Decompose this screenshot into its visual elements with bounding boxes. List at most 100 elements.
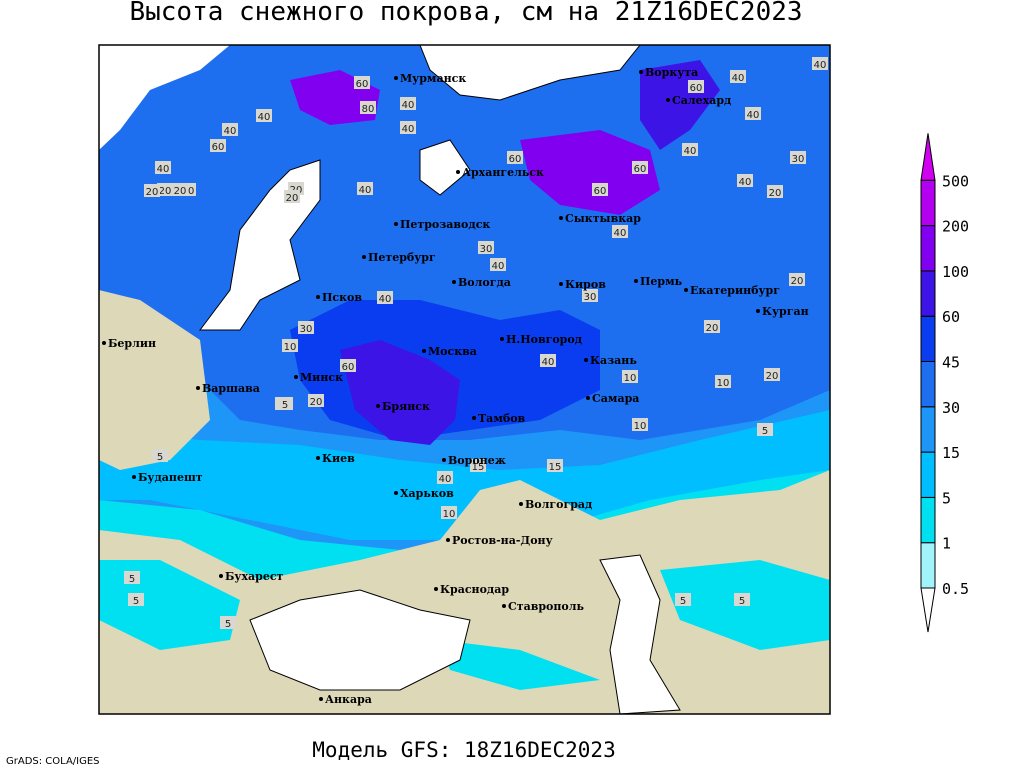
land-no-snow bbox=[99, 290, 210, 470]
contour-label-bg bbox=[592, 183, 608, 196]
city-label: Киев bbox=[322, 452, 355, 465]
contour-label: 40 bbox=[747, 110, 760, 121]
city-dot bbox=[639, 70, 643, 74]
contour-label-bg bbox=[155, 161, 171, 174]
contour-label-bg bbox=[507, 151, 523, 164]
contour-label-bg bbox=[734, 593, 750, 606]
city-dot bbox=[394, 76, 398, 80]
city-label: Тамбов bbox=[478, 412, 526, 425]
city-label: Анкара bbox=[325, 693, 372, 706]
contour-label-bg bbox=[128, 593, 144, 606]
cities: Мурманск Воркута Салехард Архангельск Пе… bbox=[102, 66, 809, 706]
contour-label: 10 bbox=[634, 421, 647, 432]
city-label: Бухарест bbox=[225, 570, 284, 583]
city-label: Харьков bbox=[400, 487, 454, 500]
sea bbox=[419, 139, 471, 196]
city-label: Воркута bbox=[645, 66, 698, 79]
colorbar-label: 200 bbox=[942, 218, 969, 236]
colorbar-segment bbox=[920, 451, 936, 498]
city-dot bbox=[634, 279, 638, 283]
city-label: Курган bbox=[762, 305, 809, 318]
contour-label: 10 bbox=[624, 373, 637, 384]
city-label: Салехард bbox=[672, 94, 731, 107]
city-dot bbox=[316, 456, 320, 460]
contour-label: 20 bbox=[174, 186, 187, 197]
contour-label-bg bbox=[470, 459, 486, 472]
colorbar-segment bbox=[920, 406, 936, 453]
city-label: Сыктывкар bbox=[565, 212, 641, 225]
city-dot bbox=[316, 295, 320, 299]
contour-label: 5 bbox=[762, 426, 768, 437]
snow-area bbox=[440, 640, 600, 690]
contour-label-bg bbox=[441, 506, 457, 519]
city-dot bbox=[500, 337, 504, 341]
city-dot bbox=[442, 458, 446, 462]
contour-label: 40 bbox=[379, 294, 392, 305]
contour-label-bg bbox=[730, 70, 746, 83]
city-dot bbox=[319, 697, 323, 701]
contour-label: 40 bbox=[258, 112, 271, 123]
contour-label-bg bbox=[547, 459, 563, 472]
contour-label-bg bbox=[478, 241, 494, 254]
colorbar-segment bbox=[920, 361, 936, 408]
contour-label-bg bbox=[284, 190, 300, 203]
contour-label-bg bbox=[222, 123, 238, 136]
contour-label-bg bbox=[790, 151, 806, 164]
city-label: Берлин bbox=[108, 337, 156, 350]
city-dot bbox=[196, 386, 200, 390]
colorbar-label: 45 bbox=[942, 354, 960, 372]
contour-label: 20 bbox=[791, 276, 804, 287]
contour-label: 5 bbox=[282, 400, 288, 411]
city-label: Н.Новгород bbox=[506, 333, 582, 346]
contour-label: 20 bbox=[766, 371, 779, 382]
snow-area bbox=[99, 45, 830, 440]
contour-label-bg bbox=[764, 368, 780, 381]
contour-label: 20 bbox=[159, 186, 172, 197]
sea bbox=[419, 44, 642, 101]
snow-area bbox=[340, 340, 460, 445]
contour-label-bg bbox=[632, 161, 648, 174]
city-label: Минск bbox=[300, 371, 343, 384]
contour-label: 20 bbox=[286, 193, 299, 204]
city-label: Брянск bbox=[382, 400, 430, 413]
contour-label: 10 bbox=[717, 378, 730, 389]
colorbar-segment bbox=[920, 270, 936, 317]
colorbar-segment bbox=[920, 179, 936, 227]
colorbar-label: 1 bbox=[942, 535, 951, 553]
city-dot bbox=[362, 255, 366, 259]
city-dot bbox=[219, 574, 223, 578]
contour-label-bg bbox=[715, 375, 731, 388]
contour-label: 30 bbox=[300, 324, 313, 335]
city-label: Казань bbox=[590, 354, 637, 367]
contour-label-bg bbox=[157, 183, 173, 196]
city-dot bbox=[559, 216, 563, 220]
city-dot bbox=[756, 309, 760, 313]
credit: GrADS: COLA/IGES bbox=[6, 756, 100, 767]
contour-label: 60 bbox=[342, 362, 355, 373]
city-label: Краснодар bbox=[440, 583, 509, 596]
contour-label: 60 bbox=[690, 83, 703, 94]
contour-label-bg bbox=[124, 571, 140, 584]
colorbar-cap bbox=[920, 133, 936, 181]
contour-label-bg bbox=[308, 394, 324, 407]
contour-label: 40 bbox=[492, 261, 505, 272]
snow-area bbox=[520, 130, 660, 215]
contour-label: 40 bbox=[814, 60, 827, 71]
city-label: Петрозаводск bbox=[400, 218, 490, 231]
city-label: Волгоград bbox=[525, 498, 592, 511]
contour-label: 40 bbox=[614, 228, 627, 239]
city-label: Будапешт bbox=[138, 471, 203, 484]
contour-label: 40 bbox=[359, 185, 372, 196]
title: Высота снежного покрова, см на 21Z16DEC2… bbox=[129, 0, 802, 27]
contour-label: 20 bbox=[310, 397, 323, 408]
contour-label: 40 bbox=[439, 474, 452, 485]
contour-label-bg bbox=[675, 593, 691, 606]
colorbar-label: 100 bbox=[942, 263, 969, 281]
contour-label: 60 bbox=[356, 79, 369, 90]
contour-label-bg bbox=[745, 107, 761, 120]
contour-label-bg bbox=[400, 121, 416, 134]
city-dot bbox=[684, 288, 688, 292]
contour-label: 40 bbox=[224, 126, 237, 137]
contour-label-bg bbox=[377, 291, 393, 304]
